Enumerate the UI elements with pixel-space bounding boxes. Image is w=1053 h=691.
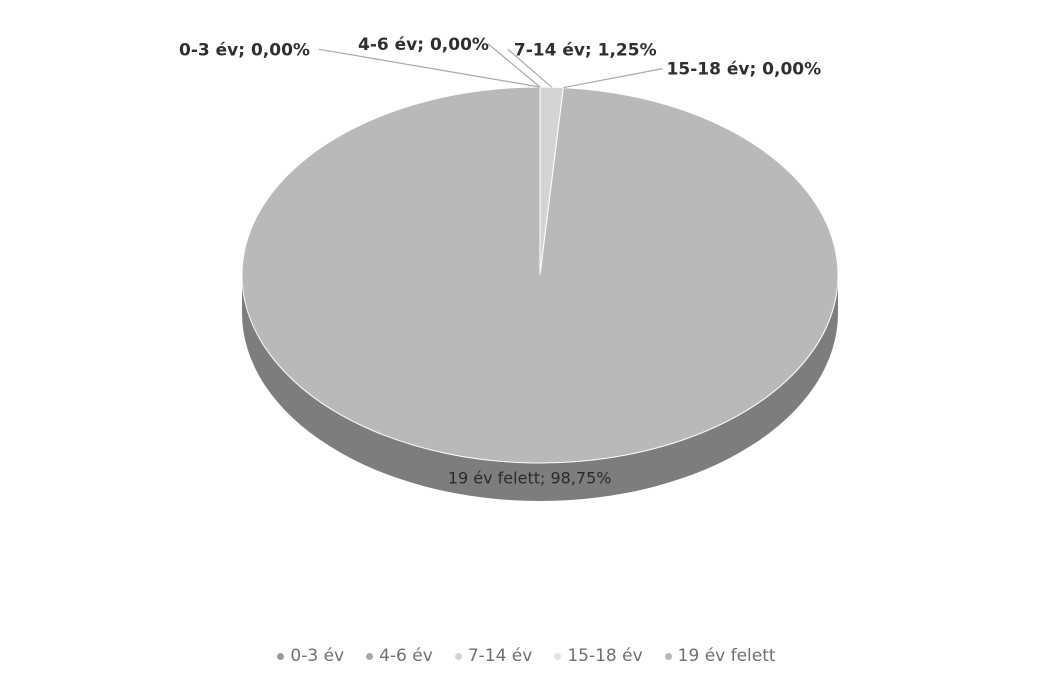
leader-lines-layer [318, 43, 663, 89]
data-label-0-3: 0-3 év; 0,00% [179, 40, 310, 60]
legend-swatch-19-felett [664, 652, 672, 660]
leader-line-0-3 [318, 48, 541, 88]
legend-item-4-6: 4-6 év [366, 646, 433, 666]
legend-label-19-felett: 19 év felett [677, 646, 776, 666]
pie-slices-layer [241, 86, 839, 464]
legend-item-0-3: 0-3 év [277, 646, 344, 666]
legend-swatch-15-18 [554, 652, 562, 660]
pie-slice-19-felett [241, 86, 839, 464]
legend-item-19-felett: 19 év felett [664, 646, 776, 666]
legend-label-7-14: 7-14 év [467, 646, 533, 666]
legend-label-15-18: 15-18 év [567, 646, 643, 666]
legend-label-0-3: 0-3 év [290, 646, 345, 666]
legend-item-15-18: 15-18 év [554, 646, 643, 666]
legend-swatch-4-6 [366, 652, 374, 660]
data-label-15-18: 15-18 év; 0,00% [667, 60, 822, 80]
legend-item-7-14: 7-14 év [454, 646, 533, 666]
leader-line-15-18 [563, 68, 663, 89]
data-labels-layer: 0-3 év; 0,00% 4-6 év; 0,00% 7-14 év; 1,25%… [179, 35, 821, 488]
pie-side-wall [242, 275, 838, 501]
leader-line-7-14 [507, 48, 553, 88]
pie-depth-layer [242, 275, 838, 501]
data-label-7-14: 7-14 év; 1,25% [514, 40, 657, 60]
data-label-19-felett: 19 év felett; 98,75% [448, 469, 612, 488]
legend: 0-3 év 4-6 év 7-14 év 15-18 év 19 év fel… [0, 646, 1053, 666]
data-label-4-6: 4-6 év; 0,00% [358, 35, 489, 55]
legend-swatch-7-14 [454, 652, 462, 660]
legend-label-4-6: 4-6 év [379, 646, 433, 666]
legend-swatch-0-3 [277, 652, 285, 660]
leader-line-4-6 [487, 43, 541, 88]
